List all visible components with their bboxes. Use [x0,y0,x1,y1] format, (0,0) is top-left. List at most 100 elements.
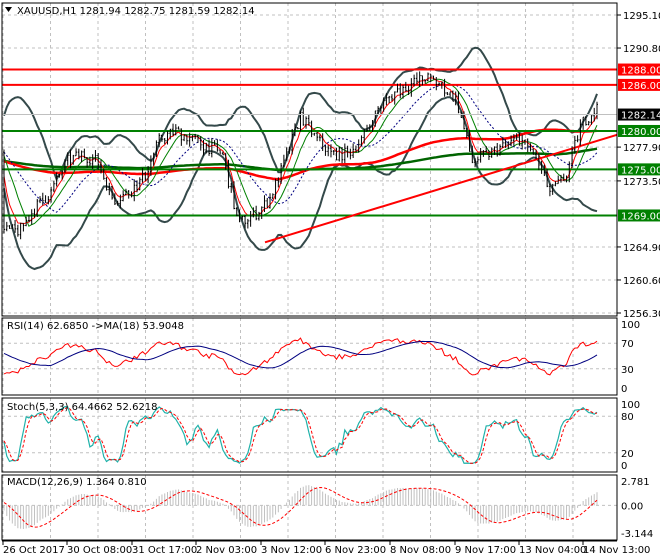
rsi-panel[interactable] [3,337,598,376]
price-bar [94,150,97,162]
price-bar [443,78,446,97]
x-tick-label: 8 Nov 08:00 [390,545,451,556]
price-bar [490,147,493,158]
macd-signal-line [3,486,598,528]
price-bar [568,161,571,183]
macd-panel[interactable] [3,485,598,529]
price-bar [507,141,510,150]
price-bar [510,135,513,147]
x-tick-label: 6 Nov 23:00 [325,545,386,556]
price-bar [141,168,144,183]
price-bar [402,84,405,99]
current-price-label: 1282.14 [621,111,660,122]
price-bar [346,145,349,158]
price-bar [191,135,194,142]
price-bar [407,85,410,96]
price-bar [557,175,560,185]
price-bar [426,72,429,82]
price-bar [421,75,424,86]
price-bar [160,134,163,142]
price-bar [457,91,460,114]
macd-border [1,474,618,541]
level-label: 1286.00 [621,81,660,92]
price-bar [44,195,47,204]
price-bar [479,147,482,163]
price-bar [177,126,180,130]
price-bar [66,152,69,166]
price-bar [537,153,540,171]
price-bar [379,105,382,114]
stoch-tick-label: 0 [621,461,627,472]
price-bar [58,173,61,178]
price-bar [360,135,363,147]
price-bar [310,120,313,138]
price-bar [22,222,25,232]
level-label: 1269.00 [621,211,660,222]
price-bar [565,175,568,183]
level-label: 1280.00 [621,127,660,138]
price-bar [485,146,488,153]
price-bar [144,171,147,182]
price-bar [499,144,502,156]
price-bar [108,182,111,196]
ma-100 [3,128,598,181]
price-bar [291,128,294,155]
price-bar [465,128,468,139]
price-bar [451,90,454,102]
price-border [1,2,618,317]
price-bar [526,138,529,153]
price-bar [551,183,554,195]
price-bar [69,149,72,169]
price-bar [246,218,249,229]
price-bar [559,174,562,183]
price-bar [105,177,108,191]
price-tick-label: 1295.10 [623,11,660,22]
price-bar [449,91,452,97]
price-bar [88,156,91,166]
price-bar [529,143,532,152]
price-bar [368,124,371,131]
price-bar [199,136,202,151]
price-bar [324,144,327,156]
price-bar [232,181,235,210]
trendline[interactable] [264,133,618,244]
macd-label: MACD(12,26,9) 1.364 0.810 [7,477,147,488]
price-bar [377,106,380,115]
price-bar [16,224,19,237]
price-bar [349,148,352,160]
price-bar [582,116,585,130]
price-bar [50,186,53,203]
price-bar [540,160,543,174]
price-bar [216,139,219,152]
stoch-tick-label: 80 [621,412,634,423]
price-bar [543,164,546,177]
price-bar [130,191,133,198]
x-tick-label: 9 Nov 17:00 [455,545,516,556]
dropdown-triangle-icon[interactable] [5,7,12,12]
price-bar [277,177,280,188]
x-tick-label: 3 Nov 12:00 [261,545,322,556]
x-tick-label: 30 Oct 08:00 [67,545,132,556]
price-bar [296,127,299,130]
price-bar [573,135,576,154]
price-panel[interactable] [2,46,618,271]
price-bar [385,93,388,106]
price-bar [124,188,127,196]
price-bar [241,215,244,221]
price-bar [579,119,582,146]
price-bar [329,144,332,158]
price-bar [127,190,130,199]
price-bar [33,208,36,218]
chart-header: XAUUSD,H1 1281.94 1282.75 1281.59 1282.1… [17,6,255,17]
price-bar [371,120,374,132]
x-tick-label: 14 Nov 13:00 [583,545,650,556]
stoch-panel[interactable] [3,405,598,465]
price-bar [86,157,89,168]
x-tick-label: 13 Nov 04:00 [519,545,586,556]
price-bar [424,79,427,84]
price-bar [260,206,263,219]
price-bar [393,91,396,105]
price-bar [75,148,78,157]
